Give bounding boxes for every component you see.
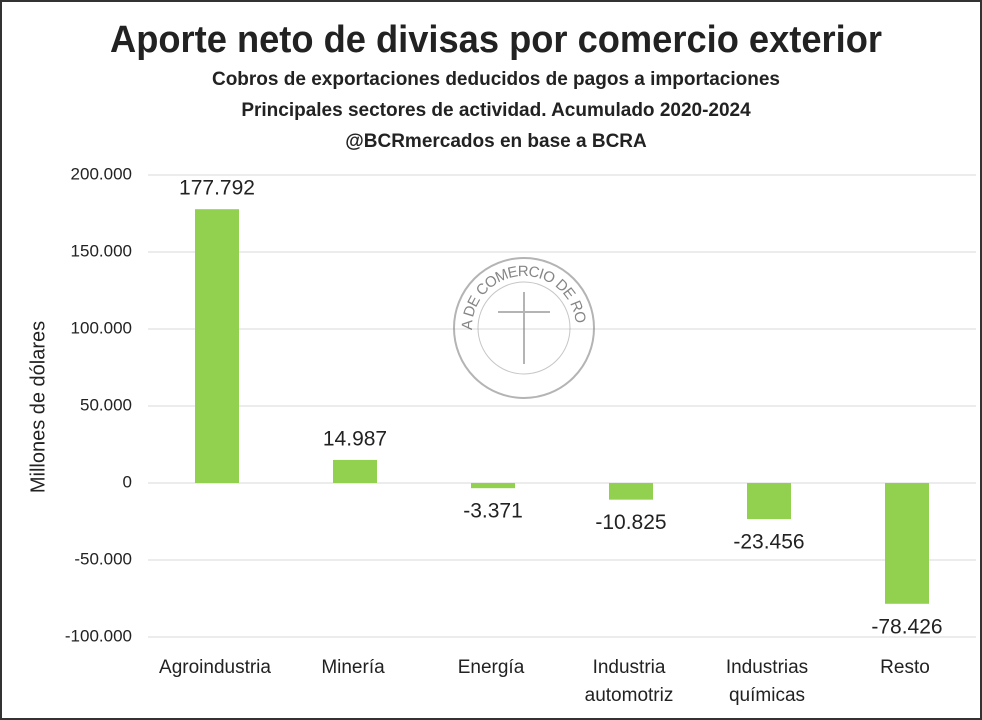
bar <box>195 209 239 483</box>
chart-title: Aporte neto de divisas por comercio exte… <box>110 19 882 61</box>
data-label: -10.825 <box>595 511 666 534</box>
x-tick-label: Industria automotriz <box>584 657 674 706</box>
y-tick-label: 150.000 <box>71 241 132 260</box>
watermark-logo: BOLSA DE COMERCIO DE ROSARIO <box>2 2 595 399</box>
logo-inner-ring <box>477 281 571 375</box>
bar <box>747 483 791 520</box>
y-tick-label: 200.000 <box>71 164 132 183</box>
subtitle: @BCRmercados en base a BCRA <box>345 131 647 152</box>
bar <box>333 459 377 483</box>
y-tick-label: 0 <box>123 472 132 491</box>
bar <box>471 483 515 489</box>
data-label: 14.987 <box>323 427 387 450</box>
y-tick-label: -100.000 <box>65 626 132 645</box>
data-label: 177.792 <box>179 177 255 200</box>
data-label: -23.456 <box>733 531 804 554</box>
x-tick-label: Resto <box>880 657 930 678</box>
subtitle: Cobros de exportaciones deducidos de pag… <box>212 69 780 90</box>
bar <box>609 483 653 500</box>
logo-ring <box>453 257 595 399</box>
x-tick-label: Industrias químicas <box>725 657 809 706</box>
x-tick-label: Energía <box>457 657 525 678</box>
data-label: -78.426 <box>871 615 942 638</box>
y-axis-label: Millones de dólares <box>27 321 49 493</box>
y-tick-label: -50.000 <box>74 549 132 568</box>
y-tick-label: 50.000 <box>80 395 132 414</box>
subtitle: Principales sectores de actividad. Acumu… <box>241 100 751 121</box>
data-label: -3.371 <box>463 500 523 523</box>
bar <box>885 483 929 604</box>
y-tick-label: 100.000 <box>71 318 132 337</box>
x-tick-label: Agroindustria <box>159 657 271 678</box>
x-tick-label: Minería <box>321 657 385 678</box>
